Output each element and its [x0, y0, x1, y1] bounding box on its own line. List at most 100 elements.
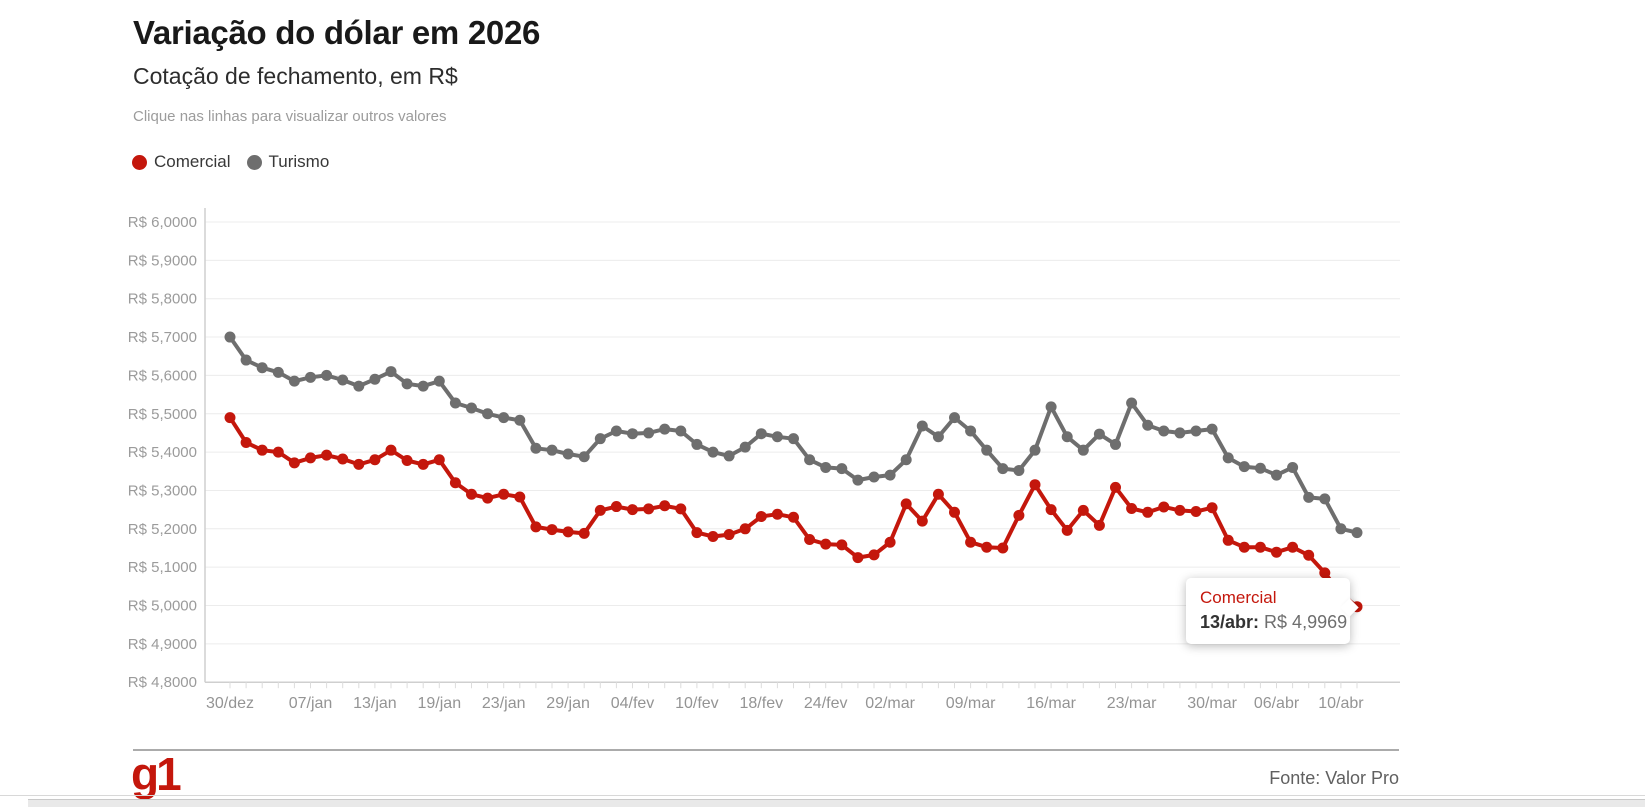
series-comercial-point[interactable]: [1254, 541, 1266, 553]
series-comercial-point[interactable]: [288, 457, 300, 469]
series-comercial-point[interactable]: [1303, 549, 1315, 561]
series-comercial-point[interactable]: [1319, 567, 1331, 579]
series-comercial-point[interactable]: [466, 488, 477, 500]
series-comercial-point[interactable]: [321, 449, 333, 461]
series-comercial-point[interactable]: [482, 492, 494, 504]
series-turismo-point[interactable]: [353, 380, 365, 392]
series-turismo-point[interactable]: [288, 375, 300, 387]
series-turismo-point[interactable]: [707, 446, 719, 458]
series-turismo-point[interactable]: [240, 354, 252, 366]
series-comercial-point[interactable]: [1093, 519, 1105, 531]
series-comercial-point[interactable]: [530, 521, 542, 533]
series-turismo-point[interactable]: [1190, 425, 1202, 437]
series-comercial-point[interactable]: [449, 477, 461, 489]
series-comercial-point[interactable]: [498, 488, 510, 500]
series-comercial-point[interactable]: [1271, 546, 1282, 558]
series-turismo-point[interactable]: [305, 371, 316, 383]
series-turismo-point[interactable]: [1126, 397, 1138, 409]
series-turismo-point[interactable]: [900, 454, 912, 466]
series-comercial-point[interactable]: [1206, 502, 1218, 514]
series-comercial-point[interactable]: [1045, 504, 1057, 516]
series-turismo-point[interactable]: [1013, 465, 1025, 477]
series-comercial-point[interactable]: [723, 529, 735, 541]
series-comercial-point[interactable]: [594, 504, 606, 516]
series-turismo-point[interactable]: [482, 408, 494, 420]
series-comercial-point[interactable]: [949, 506, 960, 518]
series-turismo-point[interactable]: [369, 373, 381, 385]
series-turismo-point[interactable]: [1287, 461, 1299, 473]
series-turismo-point[interactable]: [1061, 431, 1073, 443]
series-comercial-point[interactable]: [1061, 524, 1073, 536]
series-turismo-point[interactable]: [610, 425, 622, 437]
series-turismo-point[interactable]: [1093, 428, 1105, 440]
series-comercial-point[interactable]: [224, 412, 236, 424]
series-turismo-point[interactable]: [433, 375, 445, 387]
series-turismo-point[interactable]: [1271, 469, 1282, 481]
series-comercial-point[interactable]: [852, 552, 864, 564]
series-turismo-point[interactable]: [272, 366, 284, 378]
series-turismo-point[interactable]: [401, 378, 413, 390]
series-turismo-point[interactable]: [1206, 423, 1218, 435]
series-turismo-point[interactable]: [965, 425, 977, 437]
series-comercial-point[interactable]: [562, 526, 574, 538]
series-turismo-point[interactable]: [836, 463, 848, 475]
series-turismo-point[interactable]: [1158, 425, 1170, 437]
series-turismo-point[interactable]: [739, 441, 751, 453]
series-turismo-point[interactable]: [1351, 527, 1363, 539]
series-comercial-point[interactable]: [369, 454, 381, 466]
series-comercial-point[interactable]: [1013, 509, 1025, 521]
series-turismo-point[interactable]: [1319, 493, 1331, 505]
series-comercial-point[interactable]: [337, 453, 349, 465]
series-turismo-point[interactable]: [755, 428, 767, 440]
series-turismo-point[interactable]: [1142, 419, 1154, 431]
series-turismo-point[interactable]: [997, 463, 1009, 475]
series-comercial-point[interactable]: [627, 504, 638, 516]
series-turismo-point[interactable]: [723, 450, 735, 462]
legend-item-turismo[interactable]: Turismo: [246, 152, 329, 172]
series-comercial-point[interactable]: [401, 455, 413, 467]
legend-item-comercial[interactable]: Comercial: [132, 152, 231, 172]
g1-logo[interactable]: g1: [131, 748, 182, 800]
series-comercial-point[interactable]: [836, 539, 848, 551]
series-turismo-point[interactable]: [1029, 444, 1041, 456]
series-turismo-point[interactable]: [981, 444, 993, 456]
series-comercial-point[interactable]: [546, 524, 558, 536]
series-comercial-point[interactable]: [788, 511, 799, 523]
series-comercial-point[interactable]: [1126, 502, 1138, 514]
series-comercial-point[interactable]: [997, 542, 1009, 554]
series-turismo-point[interactable]: [530, 442, 542, 454]
series-turismo-point[interactable]: [1254, 462, 1266, 474]
series-turismo-point[interactable]: [1222, 452, 1234, 464]
series-comercial-point[interactable]: [240, 437, 252, 449]
series-comercial-point[interactable]: [272, 446, 284, 458]
series-turismo-point[interactable]: [820, 461, 832, 473]
series-comercial-point[interactable]: [610, 501, 622, 513]
series-turismo-point[interactable]: [417, 380, 429, 392]
series-comercial-point[interactable]: [932, 488, 944, 500]
series-turismo-point[interactable]: [514, 414, 526, 426]
series-turismo-point[interactable]: [224, 331, 236, 343]
series-comercial-point[interactable]: [305, 452, 316, 464]
series-comercial-point[interactable]: [675, 503, 687, 515]
series-turismo-point[interactable]: [771, 431, 783, 443]
series-turismo-point[interactable]: [788, 433, 799, 445]
series-comercial-point[interactable]: [981, 541, 993, 553]
series-comercial-point[interactable]: [578, 527, 590, 539]
series-turismo-point[interactable]: [1335, 523, 1347, 535]
series-comercial-point[interactable]: [1029, 479, 1041, 491]
series-turismo-point[interactable]: [659, 423, 671, 435]
series-turismo-point[interactable]: [932, 431, 944, 443]
series-comercial-point[interactable]: [771, 508, 783, 520]
series-comercial-point[interactable]: [417, 458, 429, 470]
series-turismo-point[interactable]: [385, 366, 397, 378]
series-comercial-point[interactable]: [707, 530, 719, 542]
series-turismo-point[interactable]: [804, 454, 816, 466]
series-turismo-point[interactable]: [546, 444, 558, 456]
series-comercial-point[interactable]: [514, 491, 526, 503]
series-comercial-point[interactable]: [1110, 481, 1121, 493]
series-comercial-point[interactable]: [916, 515, 928, 527]
series-comercial-point[interactable]: [433, 454, 445, 466]
series-comercial-point[interactable]: [691, 527, 703, 539]
series-turismo-point[interactable]: [868, 471, 880, 483]
series-comercial-point[interactable]: [1158, 501, 1170, 513]
